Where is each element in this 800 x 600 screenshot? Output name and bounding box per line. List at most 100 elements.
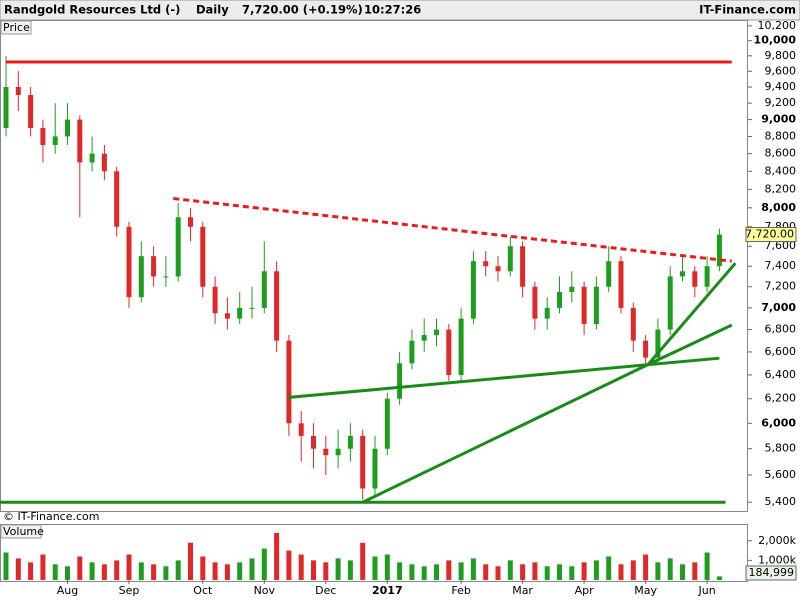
volume-bar bbox=[212, 562, 218, 580]
price-panel bbox=[0, 20, 748, 512]
volume-bar bbox=[569, 566, 575, 580]
candle-body bbox=[175, 217, 181, 277]
volume-tick-label: 2,000k bbox=[758, 534, 796, 547]
candle-body bbox=[249, 307, 255, 309]
y-tick-label: 8,600 bbox=[765, 147, 797, 160]
x-tick-label: Jun bbox=[698, 584, 716, 597]
volume-bar bbox=[249, 558, 255, 580]
candle-body bbox=[3, 87, 9, 128]
period: Daily bbox=[196, 3, 229, 17]
volume-bar bbox=[188, 542, 193, 580]
y-tick-label: 6,800 bbox=[765, 323, 797, 336]
candle-body bbox=[446, 329, 452, 375]
volume-bar bbox=[151, 564, 157, 580]
candle-body bbox=[618, 261, 624, 308]
candle-body bbox=[224, 313, 230, 319]
volume-bar bbox=[286, 550, 292, 580]
x-tick-label: Sep bbox=[119, 584, 140, 597]
volume-bar bbox=[298, 554, 304, 580]
candle-body bbox=[298, 423, 304, 436]
candle-body bbox=[101, 153, 107, 172]
candle-body bbox=[261, 271, 267, 308]
volume-bar bbox=[421, 566, 427, 580]
x-tick-label: Mar bbox=[512, 584, 533, 597]
candle-body bbox=[77, 119, 83, 163]
candle-body bbox=[507, 246, 513, 272]
y-tick-label: 9,000 bbox=[761, 113, 796, 126]
volume-bar bbox=[3, 552, 9, 580]
volume-bar bbox=[618, 564, 624, 580]
volume-bar bbox=[28, 562, 34, 580]
volume-bar bbox=[716, 576, 722, 580]
volume-bar bbox=[593, 560, 599, 580]
volume-bar bbox=[397, 562, 403, 580]
y-tick-label: 8,400 bbox=[765, 164, 797, 177]
volume-bar bbox=[495, 566, 501, 580]
candle-body bbox=[409, 340, 415, 364]
candle-body bbox=[360, 435, 366, 489]
candle-body bbox=[544, 307, 550, 319]
volume-bar bbox=[581, 562, 587, 580]
volume-bar bbox=[15, 558, 21, 580]
candle-body bbox=[655, 329, 661, 358]
candle-body bbox=[200, 226, 206, 287]
y-tick-label: 6,600 bbox=[765, 345, 797, 358]
candle-body bbox=[163, 276, 169, 278]
volume-bar bbox=[606, 556, 612, 580]
candle-body bbox=[274, 271, 280, 341]
volume-bar bbox=[434, 564, 439, 580]
last-price-label: 7,720.00 bbox=[745, 228, 794, 241]
x-tick-label: Feb bbox=[451, 584, 470, 597]
x-tick-label: Nov bbox=[254, 584, 276, 597]
candle-body bbox=[716, 234, 722, 267]
candle-body bbox=[372, 448, 378, 489]
volume-tick-label: 1,000k bbox=[758, 553, 796, 566]
candle-body bbox=[704, 266, 710, 287]
y-tick-label: 9,800 bbox=[765, 49, 797, 62]
candle-body bbox=[593, 286, 599, 325]
candle-body bbox=[643, 340, 649, 358]
candle-body bbox=[520, 246, 526, 287]
volume-bar bbox=[532, 562, 538, 580]
volume-bar bbox=[643, 554, 649, 580]
y-tick-label: 5,600 bbox=[765, 468, 797, 481]
candle-body bbox=[458, 318, 464, 375]
volume-bar bbox=[200, 556, 206, 580]
candle-body bbox=[581, 286, 587, 325]
volume-bar bbox=[384, 554, 390, 580]
x-tick-label: Aug bbox=[57, 584, 78, 597]
volume-bar bbox=[89, 562, 95, 580]
volume-bar bbox=[274, 532, 280, 580]
volume-bar bbox=[52, 564, 58, 580]
y-tick-label: 10,200 bbox=[758, 19, 797, 32]
y-tick-label: 9,400 bbox=[765, 80, 797, 93]
candle-body bbox=[15, 87, 21, 96]
volume-bar bbox=[77, 556, 83, 580]
candle-body bbox=[434, 329, 439, 336]
volume-bar bbox=[704, 552, 710, 580]
volume-bar bbox=[311, 560, 316, 580]
y-tick-label: 7,600 bbox=[765, 239, 797, 252]
y-tick-label: 8,200 bbox=[765, 182, 797, 195]
volume-panel bbox=[0, 524, 748, 582]
source: IT-Finance.com bbox=[699, 3, 796, 17]
copyright: © IT-Finance.com bbox=[3, 510, 100, 523]
x-tick-label: Apr bbox=[575, 584, 595, 597]
candle-body bbox=[347, 435, 353, 449]
y-tick-label: 6,400 bbox=[765, 368, 797, 381]
candle-body bbox=[483, 261, 489, 267]
stock-title: Randgold Resources Ltd (-) bbox=[4, 3, 180, 17]
volume-bar bbox=[630, 560, 636, 580]
candle-body bbox=[323, 448, 329, 456]
trendline bbox=[287, 356, 720, 400]
volume-label-box bbox=[0, 524, 42, 539]
candle-body bbox=[52, 136, 58, 145]
volume-bar bbox=[446, 560, 452, 580]
volume-bar bbox=[224, 564, 230, 580]
trendline bbox=[362, 363, 649, 504]
x-tick-label: May bbox=[634, 584, 657, 597]
volume-bar bbox=[138, 562, 144, 580]
candle-body bbox=[680, 271, 685, 277]
volume-bar bbox=[101, 564, 107, 580]
